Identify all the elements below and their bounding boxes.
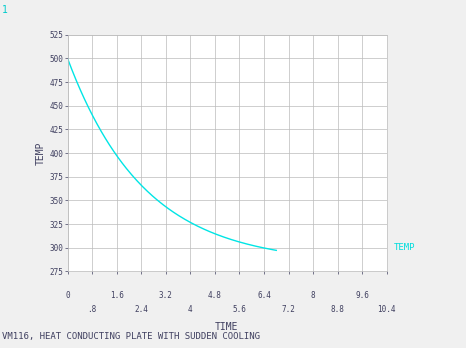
Y-axis label: TEMP: TEMP [35, 141, 45, 165]
Text: 10.4: 10.4 [377, 304, 396, 314]
Text: 4: 4 [188, 304, 192, 314]
Text: 2.4: 2.4 [134, 304, 148, 314]
Text: TIME: TIME [215, 322, 239, 332]
Text: 6.4: 6.4 [257, 291, 271, 300]
Text: 7.2: 7.2 [281, 304, 295, 314]
Text: 8: 8 [311, 291, 315, 300]
Text: VM116, HEAT CONDUCTING PLATE WITH SUDDEN COOLING: VM116, HEAT CONDUCTING PLATE WITH SUDDEN… [2, 332, 260, 341]
Text: 0: 0 [65, 291, 70, 300]
Text: 1: 1 [1, 5, 7, 15]
Text: 3.2: 3.2 [159, 291, 173, 300]
Text: 5.6: 5.6 [233, 304, 247, 314]
Text: 8.8: 8.8 [331, 304, 345, 314]
Text: 9.6: 9.6 [355, 291, 369, 300]
Text: TEMP: TEMP [394, 243, 415, 252]
Text: 4.8: 4.8 [208, 291, 222, 300]
Text: .8: .8 [88, 304, 97, 314]
Text: 1.6: 1.6 [110, 291, 123, 300]
